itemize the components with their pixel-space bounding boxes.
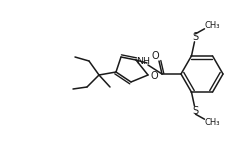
Text: O: O xyxy=(150,71,157,81)
Text: S: S xyxy=(192,106,198,116)
Text: CH₃: CH₃ xyxy=(204,118,219,127)
Text: CH₃: CH₃ xyxy=(204,21,219,30)
Text: NH: NH xyxy=(136,57,149,67)
Text: S: S xyxy=(192,32,198,42)
Text: O: O xyxy=(150,51,158,61)
